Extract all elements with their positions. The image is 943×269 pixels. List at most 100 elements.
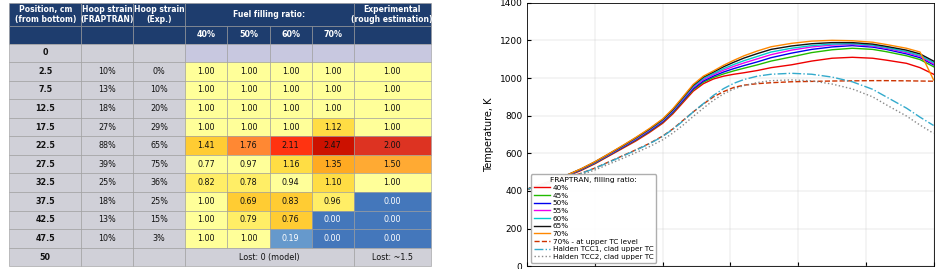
40% [677,101,688,104]
65% [752,52,763,55]
Text: 75%: 75% [150,160,168,169]
Halden TCC1, clad upper TC [881,95,892,98]
Halden TCC2, clad upper TC [677,123,688,127]
Text: Lost: 0 (model): Lost: 0 (model) [240,253,300,261]
Halden TCC2, clad upper TC [687,115,699,118]
45% [603,154,614,157]
Bar [133,62,185,81]
Halden TCC2, clad upper TC [708,99,720,102]
45% [698,80,709,84]
Text: 0.00: 0.00 [323,215,341,224]
55% [617,145,628,148]
Halden TCC2, clad upper TC [630,151,641,154]
Text: 0.69: 0.69 [240,197,257,206]
50% [752,60,763,63]
Halden TCC1, clad upper TC [562,176,573,179]
60% [786,47,797,50]
70% [603,152,614,155]
Bar [81,26,133,44]
65% [738,56,750,60]
Halden TCC1, clad upper TC [521,187,533,191]
Text: 12.5: 12.5 [36,104,56,113]
40% [847,56,858,59]
Bar [270,99,311,118]
Halden TCC1, clad upper TC [847,80,858,83]
55% [643,129,654,132]
Bar [354,26,431,44]
Bar [133,118,185,136]
60% [847,42,858,45]
Halden TCC2, clad upper TC [881,103,892,106]
70% [806,40,818,43]
Bar [9,229,81,248]
Bar [81,118,133,136]
55% [589,161,601,164]
70% [643,127,654,130]
60% [630,137,641,140]
60% [901,50,912,53]
Bar [270,174,311,192]
55% [603,153,614,157]
50% [847,44,858,47]
40% [826,57,837,60]
65% [847,41,858,44]
Text: 1.00: 1.00 [384,67,401,76]
70% - at upper TC level [643,142,654,145]
Bar [311,136,354,155]
Halden TCC1, clad upper TC [698,102,709,105]
Bar [270,62,311,81]
70% - at upper TC level [589,167,601,170]
45% [687,88,699,91]
70% - at upper TC level [668,127,679,130]
Line: Halden TCC1, clad upper TC: Halden TCC1, clad upper TC [527,73,934,189]
Halden TCC2, clad upper TC [549,181,560,184]
Bar [354,174,431,192]
Bar [270,118,311,136]
40% [901,62,912,65]
Text: 1.00: 1.00 [198,215,215,224]
45% [901,54,912,57]
Text: 29%: 29% [150,123,168,132]
70% - at upper TC level [603,160,614,164]
50% [901,52,912,55]
Text: 15%: 15% [150,215,168,224]
Bar [81,3,133,26]
Text: 18%: 18% [98,197,116,206]
45% [617,146,628,150]
65% [718,65,729,68]
Halden TCC1, clad upper TC [867,88,878,91]
50% [576,168,587,171]
Text: Hoop strain
(FRAPTRAN): Hoop strain (FRAPTRAN) [80,5,134,24]
Bar [185,211,227,229]
Text: 70%: 70% [323,30,342,40]
Halden TCC1, clad upper TC [826,76,837,79]
Text: 1.76: 1.76 [240,141,257,150]
Halden TCC1, clad upper TC [536,184,547,187]
Halden TCC2, clad upper TC [738,84,750,87]
Bar [9,81,81,99]
70% [786,42,797,45]
Halden TCC1, clad upper TC [766,73,777,76]
55% [915,55,926,58]
50% [617,146,628,149]
55% [562,174,573,177]
70% [562,173,573,176]
Halden TCC1, clad upper TC [657,135,669,138]
Bar [81,81,133,99]
Text: 50%: 50% [239,30,258,40]
55% [881,47,892,50]
Bar [133,174,185,192]
55% [687,86,699,89]
Text: 0%: 0% [153,67,166,76]
45% [928,65,939,68]
45% [847,47,858,50]
Bar [227,192,270,211]
Text: 1.00: 1.00 [198,67,215,76]
65% [549,178,560,181]
Text: 1.00: 1.00 [323,67,341,76]
60% [806,44,818,47]
Bar [311,229,354,248]
40% [589,162,601,165]
Halden TCC2, clad upper TC [536,185,547,188]
Line: 50%: 50% [527,46,934,189]
